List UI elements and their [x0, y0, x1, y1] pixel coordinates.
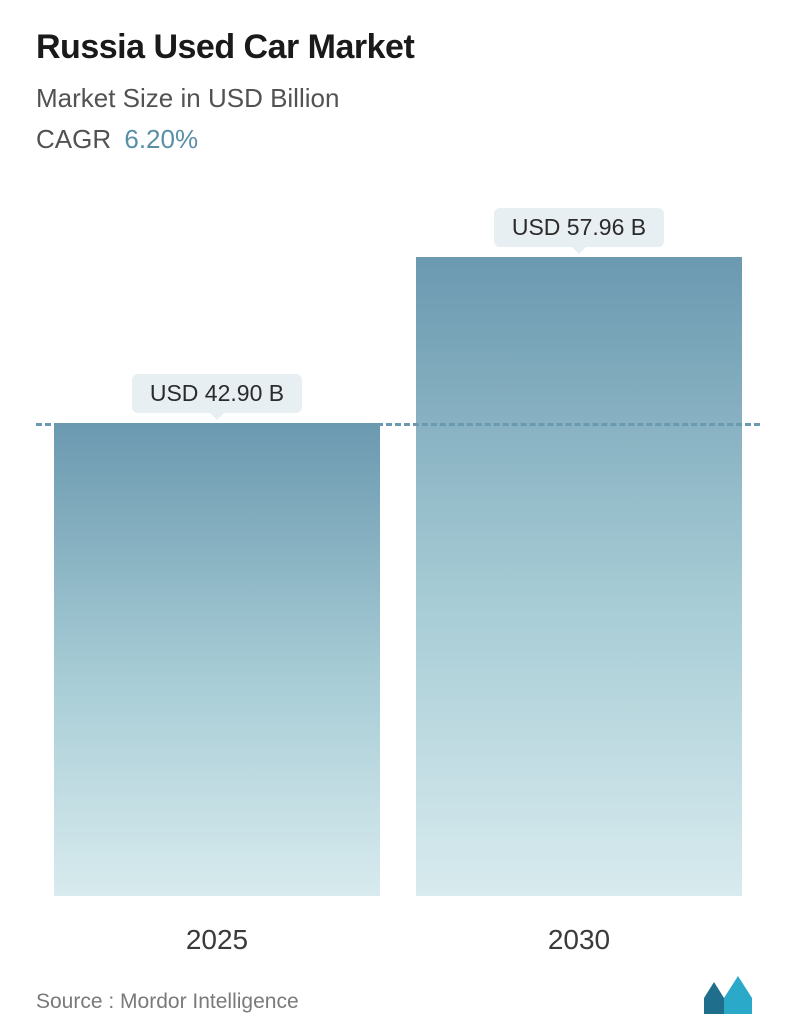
bar-1 — [416, 257, 742, 896]
reference-line — [36, 423, 760, 426]
value-badge-0: USD 42.90 B — [132, 374, 302, 413]
brand-logo-icon — [704, 974, 760, 1014]
chart-area: USD 42.90 B USD 57.96 B 2025 2030 — [36, 185, 760, 956]
bar-group-0: USD 42.90 B — [54, 374, 380, 896]
value-badge-1: USD 57.96 B — [494, 208, 664, 247]
bar-0 — [54, 423, 380, 896]
cagr-line: CAGR 6.20% — [36, 124, 760, 155]
footer: Source : Mordor Intelligence — [36, 966, 760, 1014]
bars-group: USD 42.90 B USD 57.96 B — [36, 185, 760, 896]
chart-title: Russia Used Car Market — [36, 28, 760, 67]
source-text: Source : Mordor Intelligence — [36, 990, 299, 1014]
cagr-label: CAGR — [36, 124, 111, 154]
chart-subtitle: Market Size in USD Billion — [36, 83, 760, 114]
x-axis-labels: 2025 2030 — [36, 910, 760, 956]
cagr-value: 6.20% — [124, 124, 198, 154]
x-label-0: 2025 — [54, 910, 380, 956]
x-label-1: 2030 — [416, 910, 742, 956]
chart-container: Russia Used Car Market Market Size in US… — [0, 0, 796, 1034]
bar-group-1: USD 57.96 B — [416, 208, 742, 896]
